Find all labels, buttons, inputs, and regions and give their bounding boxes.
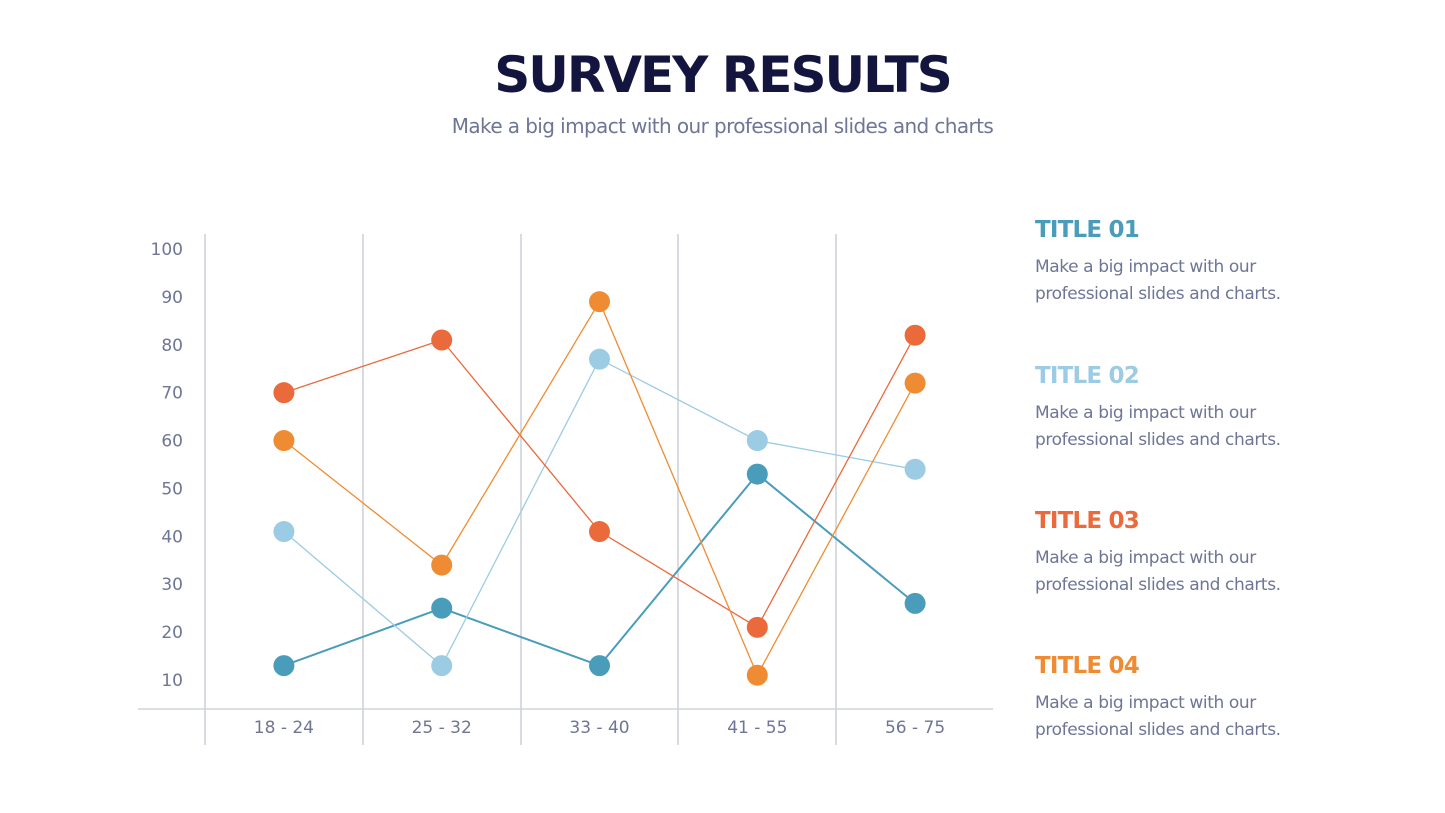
data-point-series-2 [273,521,295,543]
data-point-series-4 [746,664,768,686]
series-line-2 [283,358,916,667]
legend-item-1: TITLE 01 Make a big impact with our prof… [1035,216,1355,308]
legend-description: Make a big impact with our professional … [1035,257,1281,304]
y-tick-label: 40 [161,527,183,547]
legend-item-4: TITLE 04 Make a big impact with our prof… [1035,652,1355,744]
line-chart: 10 20 30 40 50 60 70 80 90 100 18 - 24 25 - 32 33 -… [138,234,993,745]
data-point-series-2 [431,655,453,677]
legend-title: TITLE 01 [1035,217,1140,243]
data-point-series-3 [273,382,295,404]
series-line-1 [283,472,916,667]
chart-grid [138,234,993,745]
series-line-3 [283,334,916,629]
data-point-series-4 [589,291,610,313]
x-tick-label: 41 - 55 [727,718,787,738]
legend-description: Make a big impact with our professional … [1035,693,1281,740]
y-tick-label: 60 [161,432,183,452]
y-tick-label: 30 [161,575,183,595]
x-tick-label: 33 - 40 [569,718,629,738]
y-tick-label: 90 [161,288,183,308]
y-axis-ticks: 10 20 30 40 50 60 70 80 90 100 [151,240,183,691]
data-point-series-1 [904,592,926,614]
y-tick-label: 100 [151,240,183,260]
data-point-series-2 [904,458,926,480]
data-point-series-4 [273,430,295,452]
y-tick-label: 50 [161,479,183,499]
legend-description: Make a big impact with our professional … [1035,548,1281,595]
legend-description: Make a big impact with our professional … [1035,403,1281,450]
legend-title: TITLE 03 [1035,508,1140,534]
x-tick-label: 56 - 75 [885,718,945,738]
data-point-series-2 [589,348,610,370]
y-tick-label: 70 [161,384,183,404]
data-point-series-1 [746,463,768,485]
data-point-series-3 [746,616,768,638]
data-point-series-3 [904,324,926,346]
data-point-series-4 [431,554,453,576]
x-tick-label: 18 - 24 [254,718,314,738]
data-point-series-1 [273,655,295,677]
y-tick-label: 80 [161,336,183,356]
data-point-series-3 [431,329,453,351]
data-point-series-1 [589,655,610,677]
legend-item-2: TITLE 02 Make a big impact with our prof… [1035,362,1355,454]
y-tick-label: 10 [161,671,183,691]
legend-title: TITLE 02 [1035,363,1140,389]
y-tick-label: 20 [161,623,183,643]
x-axis-ticks: 18 - 24 25 - 32 33 - 40 41 - 55 56 - 75 [254,718,945,738]
x-tick-label: 25 - 32 [412,718,472,738]
data-point-series-3 [589,521,610,543]
page-subtitle: Make a big impact with our professional … [451,114,994,138]
data-point-series-1 [431,597,453,619]
data-point-series-2 [746,430,768,452]
page-title: SURVEY RESULTS [494,46,953,104]
legend-item-3: TITLE 03 Make a big impact with our prof… [1035,507,1355,599]
data-point-series-4 [904,372,926,394]
legend-title: TITLE 04 [1035,653,1140,679]
series-points [273,291,926,686]
